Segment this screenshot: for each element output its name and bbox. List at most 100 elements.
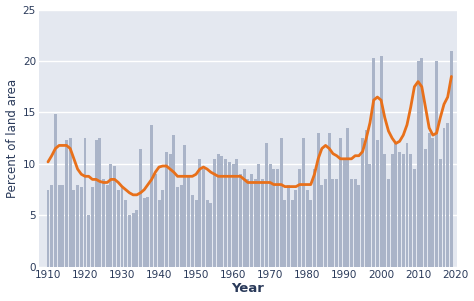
- Bar: [54, 113, 57, 267]
- Bar: [417, 61, 419, 267]
- Bar: [165, 152, 168, 267]
- Bar: [328, 133, 331, 267]
- X-axis label: Year: Year: [231, 282, 264, 296]
- Bar: [431, 138, 434, 267]
- Bar: [276, 169, 279, 267]
- Bar: [420, 58, 423, 267]
- Bar: [46, 190, 49, 267]
- Bar: [183, 145, 186, 267]
- Bar: [83, 138, 86, 267]
- Bar: [265, 143, 268, 267]
- Bar: [220, 156, 223, 267]
- Bar: [376, 140, 379, 267]
- Bar: [228, 162, 231, 267]
- Bar: [424, 148, 427, 267]
- Bar: [387, 179, 390, 267]
- Bar: [243, 169, 246, 267]
- Bar: [402, 154, 405, 267]
- Bar: [173, 135, 175, 267]
- Bar: [317, 133, 319, 267]
- Bar: [176, 187, 179, 267]
- Bar: [202, 169, 205, 267]
- Bar: [65, 140, 68, 267]
- Bar: [117, 190, 120, 267]
- Bar: [357, 185, 360, 267]
- Bar: [302, 138, 305, 267]
- Bar: [383, 154, 386, 267]
- Bar: [180, 185, 182, 267]
- Bar: [50, 185, 53, 267]
- Bar: [361, 138, 364, 267]
- Bar: [232, 164, 235, 267]
- Bar: [269, 164, 272, 267]
- Bar: [331, 179, 335, 267]
- Bar: [365, 130, 368, 267]
- Bar: [254, 179, 257, 267]
- Bar: [102, 179, 105, 267]
- Bar: [394, 143, 397, 267]
- Bar: [350, 179, 353, 267]
- Bar: [109, 164, 112, 267]
- Bar: [261, 179, 264, 267]
- Bar: [161, 190, 164, 267]
- Bar: [320, 185, 323, 267]
- Bar: [398, 152, 401, 267]
- Bar: [198, 159, 201, 267]
- Bar: [294, 190, 298, 267]
- Bar: [80, 187, 83, 267]
- Bar: [154, 174, 157, 267]
- Bar: [272, 169, 275, 267]
- Bar: [309, 200, 312, 267]
- Bar: [73, 190, 75, 267]
- Bar: [58, 185, 61, 267]
- Bar: [380, 56, 383, 267]
- Bar: [95, 140, 98, 267]
- Bar: [120, 187, 124, 267]
- Bar: [132, 213, 135, 267]
- Bar: [346, 128, 349, 267]
- Bar: [435, 61, 438, 267]
- Bar: [443, 128, 446, 267]
- Bar: [76, 185, 79, 267]
- Bar: [157, 200, 161, 267]
- Bar: [257, 164, 260, 267]
- Bar: [224, 159, 227, 267]
- Bar: [169, 154, 172, 267]
- Bar: [143, 198, 146, 267]
- Bar: [339, 138, 342, 267]
- Bar: [87, 216, 90, 267]
- Bar: [187, 176, 190, 267]
- Bar: [113, 166, 116, 267]
- Bar: [69, 138, 72, 267]
- Bar: [391, 154, 394, 267]
- Bar: [291, 200, 294, 267]
- Bar: [128, 216, 131, 267]
- Bar: [210, 203, 212, 267]
- Bar: [405, 143, 409, 267]
- Bar: [413, 169, 416, 267]
- Bar: [217, 154, 220, 267]
- Bar: [239, 174, 242, 267]
- Bar: [354, 179, 356, 267]
- Y-axis label: Percent of land area: Percent of land area: [6, 79, 18, 198]
- Bar: [124, 200, 127, 267]
- Bar: [335, 179, 338, 267]
- Bar: [343, 159, 346, 267]
- Bar: [213, 159, 216, 267]
- Bar: [409, 154, 412, 267]
- Bar: [280, 138, 283, 267]
- Bar: [106, 185, 109, 267]
- Bar: [298, 169, 301, 267]
- Bar: [250, 174, 253, 267]
- Bar: [306, 190, 309, 267]
- Bar: [246, 179, 249, 267]
- Bar: [98, 138, 101, 267]
- Bar: [150, 125, 153, 267]
- Bar: [287, 185, 290, 267]
- Bar: [206, 200, 209, 267]
- Bar: [368, 164, 372, 267]
- Bar: [428, 133, 431, 267]
- Bar: [139, 148, 142, 267]
- Bar: [136, 210, 138, 267]
- Bar: [324, 179, 327, 267]
